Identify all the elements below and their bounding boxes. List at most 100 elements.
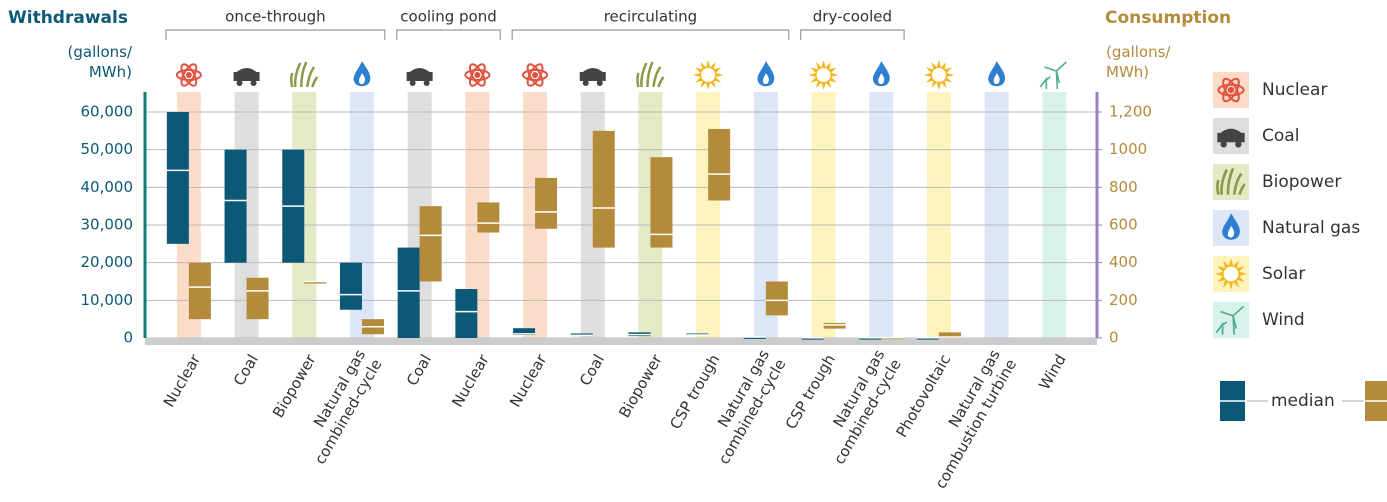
range-bar xyxy=(708,128,731,201)
group-bracket xyxy=(800,29,905,40)
x-tick-label: Nuclear xyxy=(160,351,205,411)
y2-tick-label: 400 xyxy=(1109,253,1138,271)
icon-part xyxy=(1217,132,1245,143)
x-tick-label: Wind xyxy=(1035,351,1069,393)
icon xyxy=(579,68,606,86)
y-tick-label: 30,000 xyxy=(81,216,134,234)
icon xyxy=(872,61,890,87)
icon xyxy=(233,68,260,86)
icon-part xyxy=(290,61,319,88)
icon-part xyxy=(1215,305,1245,335)
icon xyxy=(988,61,1006,87)
legend-label: Solar xyxy=(1262,264,1305,284)
legend-label: Nuclear xyxy=(1262,80,1327,100)
icon-part xyxy=(1222,77,1240,103)
icon xyxy=(693,60,724,90)
icon-part xyxy=(408,68,431,73)
icon-part xyxy=(185,72,192,78)
range-bar xyxy=(455,289,478,338)
icon-part xyxy=(1220,141,1227,148)
group-label: recirculating xyxy=(604,8,698,26)
icon-part xyxy=(581,68,604,73)
icon xyxy=(1215,258,1247,290)
range-bar xyxy=(339,262,362,310)
icon xyxy=(1039,61,1067,90)
icon-part xyxy=(701,68,716,82)
range-bar xyxy=(801,337,824,340)
group-bracket xyxy=(511,29,790,40)
icon xyxy=(1216,167,1246,196)
y-tick-label: 10,000 xyxy=(81,291,134,309)
y-tick-label: 0 xyxy=(123,329,133,347)
icon xyxy=(406,68,433,86)
icon-part xyxy=(464,69,491,81)
x-tick-label: Nuclear xyxy=(448,351,493,411)
column-shade xyxy=(696,92,721,338)
icon-part xyxy=(250,80,257,86)
range-bar xyxy=(246,277,269,320)
range-bar xyxy=(859,337,882,340)
range-bar xyxy=(166,112,189,244)
group-bracket xyxy=(396,29,501,40)
icon xyxy=(1222,213,1240,240)
range-bar xyxy=(513,328,536,335)
icon-part xyxy=(816,68,831,82)
range-bar xyxy=(397,247,420,338)
x-tick-label: Coal xyxy=(576,351,608,389)
icon-part xyxy=(468,63,486,87)
icon-part xyxy=(993,73,1000,85)
range-bar xyxy=(188,262,211,320)
icon xyxy=(923,60,954,90)
icon xyxy=(1217,77,1245,103)
icon-part xyxy=(596,80,603,86)
x-tick-group: Nuclear xyxy=(160,351,205,411)
icon-part xyxy=(579,72,606,81)
icon-part xyxy=(1219,128,1243,134)
icon-part xyxy=(233,72,260,81)
icon-part xyxy=(762,73,769,85)
range-bar xyxy=(765,281,788,316)
icon-part xyxy=(878,73,885,85)
group-label: dry-cooled xyxy=(813,8,892,26)
range-bar xyxy=(535,177,558,229)
icon-part xyxy=(175,69,202,81)
icon-part xyxy=(474,72,481,78)
icon-part xyxy=(522,69,549,81)
group-label: cooling pond xyxy=(400,8,496,26)
icon-part xyxy=(235,68,258,73)
icon-part xyxy=(1222,77,1240,103)
icon xyxy=(1215,305,1245,335)
icon-part xyxy=(582,80,589,86)
icon-part xyxy=(526,63,544,87)
icon-part xyxy=(1227,86,1235,94)
y2-tick-label: 1,200 xyxy=(1109,103,1152,121)
y-unit: (gallons/MWh) xyxy=(68,43,133,81)
y-tick-label: 40,000 xyxy=(81,178,134,196)
icon-part xyxy=(931,68,946,82)
range-bar xyxy=(823,322,846,329)
y-tick-label: 60,000 xyxy=(81,103,134,121)
icon-part xyxy=(1217,83,1245,97)
x-tick-label: Coal xyxy=(403,351,435,389)
icon-part xyxy=(406,72,433,81)
icon-part xyxy=(1039,61,1067,90)
icon-part xyxy=(526,63,544,87)
icon-part xyxy=(1216,167,1246,196)
icon xyxy=(464,63,491,87)
icon xyxy=(757,61,775,87)
x-tick-group: Biopower xyxy=(269,351,320,421)
x-tick-label: Biopower xyxy=(615,351,666,421)
y2-unit: (gallons/MWh) xyxy=(1106,43,1171,81)
column-shade xyxy=(869,92,894,338)
icon xyxy=(808,60,839,90)
icon-part xyxy=(1223,266,1239,282)
y-tick-label: 20,000 xyxy=(81,253,134,271)
icon xyxy=(1217,128,1245,148)
range-bar xyxy=(592,130,615,248)
range-bar xyxy=(916,337,939,340)
icon-part xyxy=(1227,225,1235,238)
x-tick-label: Coal xyxy=(230,351,262,389)
icon-part xyxy=(636,61,665,88)
icon-part xyxy=(1235,141,1242,148)
